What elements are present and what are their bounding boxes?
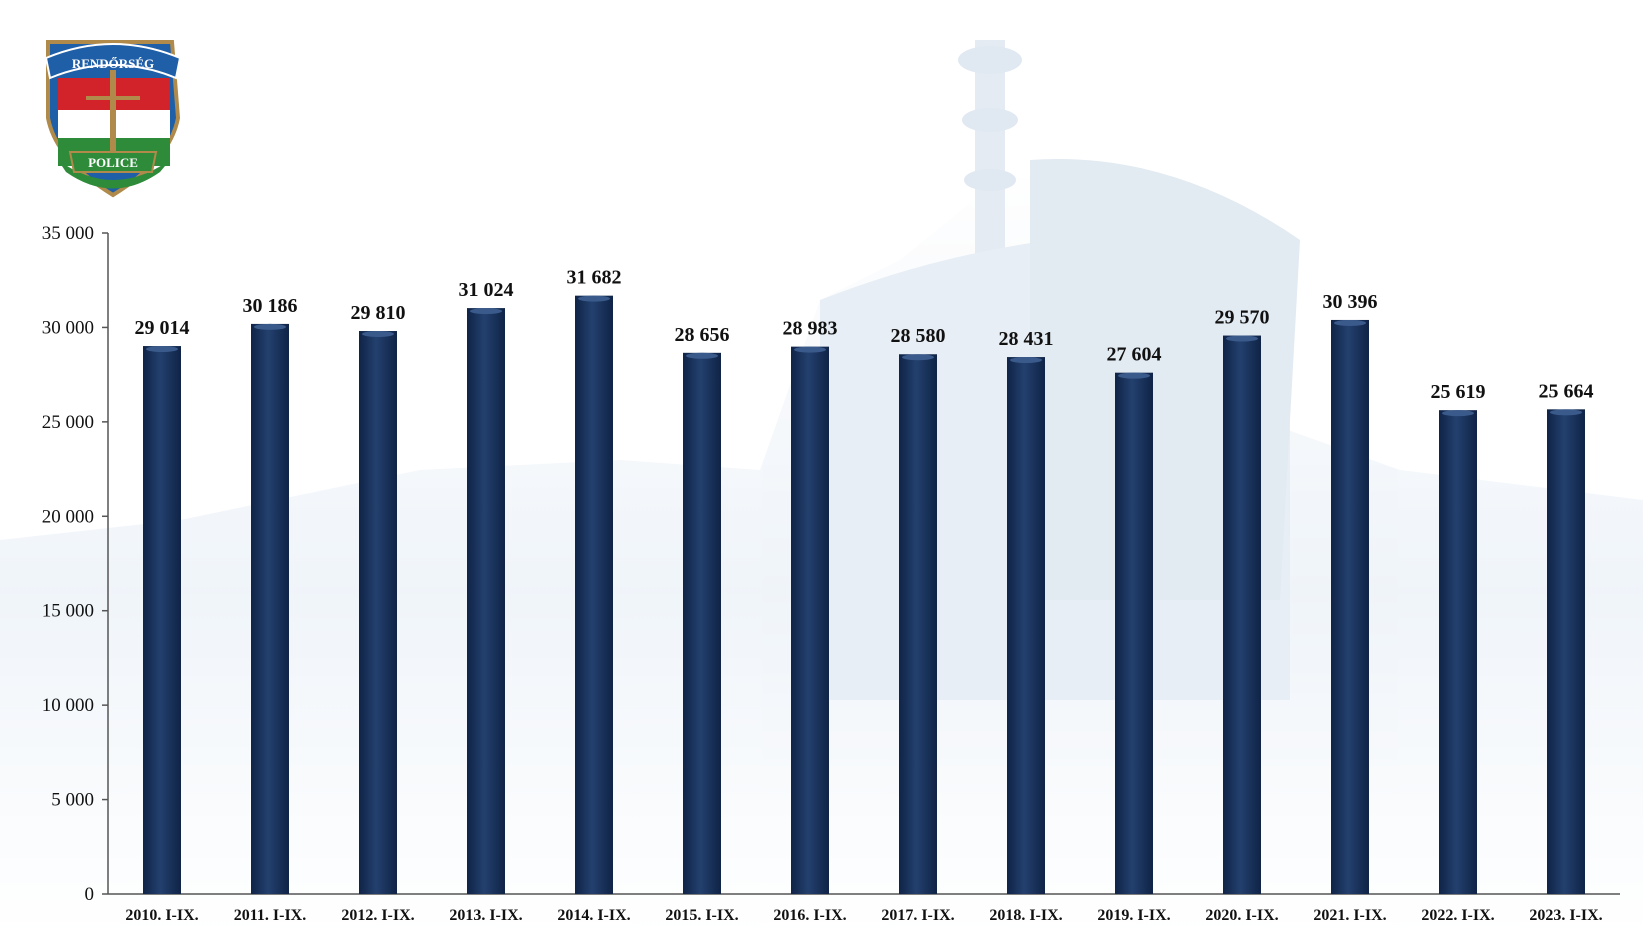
bar [1007, 357, 1045, 894]
x-category-label: 2015. I-IX. [665, 907, 738, 924]
bar-data-label: 27 604 [1107, 344, 1162, 366]
bar-data-label: 25 619 [1431, 381, 1486, 403]
bar-data-label: 28 656 [675, 324, 730, 346]
bar-data-label: 29 810 [351, 302, 406, 324]
bar [467, 308, 505, 894]
bar-cap [578, 295, 610, 302]
x-category-label: 2013. I-IX. [449, 907, 522, 924]
bar [1223, 335, 1261, 894]
x-axis-labels: 2010. I-IX. 2011. I-IX. 2012. I-IX. 2013. I… [125, 907, 1602, 924]
x-category-label: 2019. I-IX. [1097, 907, 1170, 924]
y-tick-label: 10 000 [42, 695, 94, 716]
x-category-label: 2020. I-IX. [1205, 907, 1278, 924]
x-category-label: 2014. I-IX. [557, 907, 630, 924]
x-category-label: 2016. I-IX. [773, 907, 846, 924]
bar-cap [794, 346, 826, 353]
y-tick-label: 20 000 [42, 506, 94, 527]
police-logo: RENDŐRSÉG POLICE [44, 40, 182, 198]
bar-cap [686, 352, 718, 359]
bars-group [143, 295, 1585, 895]
bar [359, 331, 397, 894]
bar-data-label: 30 186 [243, 295, 298, 317]
bar [575, 295, 613, 894]
bar-cap [1550, 409, 1582, 416]
bar-data-label: 29 570 [1215, 307, 1270, 329]
y-tick-label: 25 000 [42, 412, 94, 433]
x-category-label: 2012. I-IX. [341, 907, 414, 924]
bar-cap [254, 323, 286, 330]
bar [683, 352, 721, 894]
bar-data-label: 28 431 [999, 328, 1054, 350]
y-tick-label: 0 [85, 884, 95, 905]
bar-cap [362, 331, 394, 338]
bar [899, 354, 937, 894]
bar [1331, 319, 1369, 894]
bar-data-label: 29 014 [135, 317, 190, 339]
x-category-label: 2023. I-IX. [1529, 907, 1602, 924]
x-category-label: 2011. I-IX. [234, 907, 306, 924]
bar-cap [902, 354, 934, 361]
x-category-label: 2010. I-IX. [125, 907, 198, 924]
y-tick-label: 5 000 [51, 790, 94, 811]
bar-cap [470, 308, 502, 315]
bar-data-label: 25 664 [1539, 380, 1594, 402]
x-category-label: 2022. I-IX. [1421, 907, 1494, 924]
bar [791, 346, 829, 894]
bar-cap [1334, 319, 1366, 326]
x-category-label: 2018. I-IX. [989, 907, 1062, 924]
bar-cap [1118, 372, 1150, 379]
bar [143, 346, 181, 894]
bar [251, 323, 289, 894]
y-axis-ticks: 0 5 000 10 000 15 000 20 000 25 000 30 000 35 0… [42, 223, 108, 905]
bar-data-label: 30 396 [1323, 291, 1378, 313]
bar-cap [146, 346, 178, 353]
bar-data-label: 28 983 [783, 318, 838, 340]
bar-data-label: 31 682 [567, 267, 622, 289]
bar-data-label: 31 024 [459, 279, 514, 301]
bar-cap [1010, 357, 1042, 364]
bar [1115, 372, 1153, 895]
logo-top-text: RENDŐRSÉG [72, 56, 154, 71]
y-tick-label: 15 000 [42, 601, 94, 622]
bar [1547, 409, 1585, 894]
data-labels-group: 29 014 30 186 29 810 31 024 31 682 28 656 28 9… [135, 267, 1594, 404]
y-tick-label: 30 000 [42, 317, 94, 338]
x-category-label: 2017. I-IX. [881, 907, 954, 924]
x-category-label: 2021. I-IX. [1313, 907, 1386, 924]
bar-data-label: 28 580 [891, 325, 946, 347]
logo-bottom-text: POLICE [88, 155, 138, 170]
bar [1439, 410, 1477, 894]
bar-cap [1442, 410, 1474, 417]
y-tick-label: 35 000 [42, 223, 94, 244]
bar-cap [1226, 335, 1258, 342]
